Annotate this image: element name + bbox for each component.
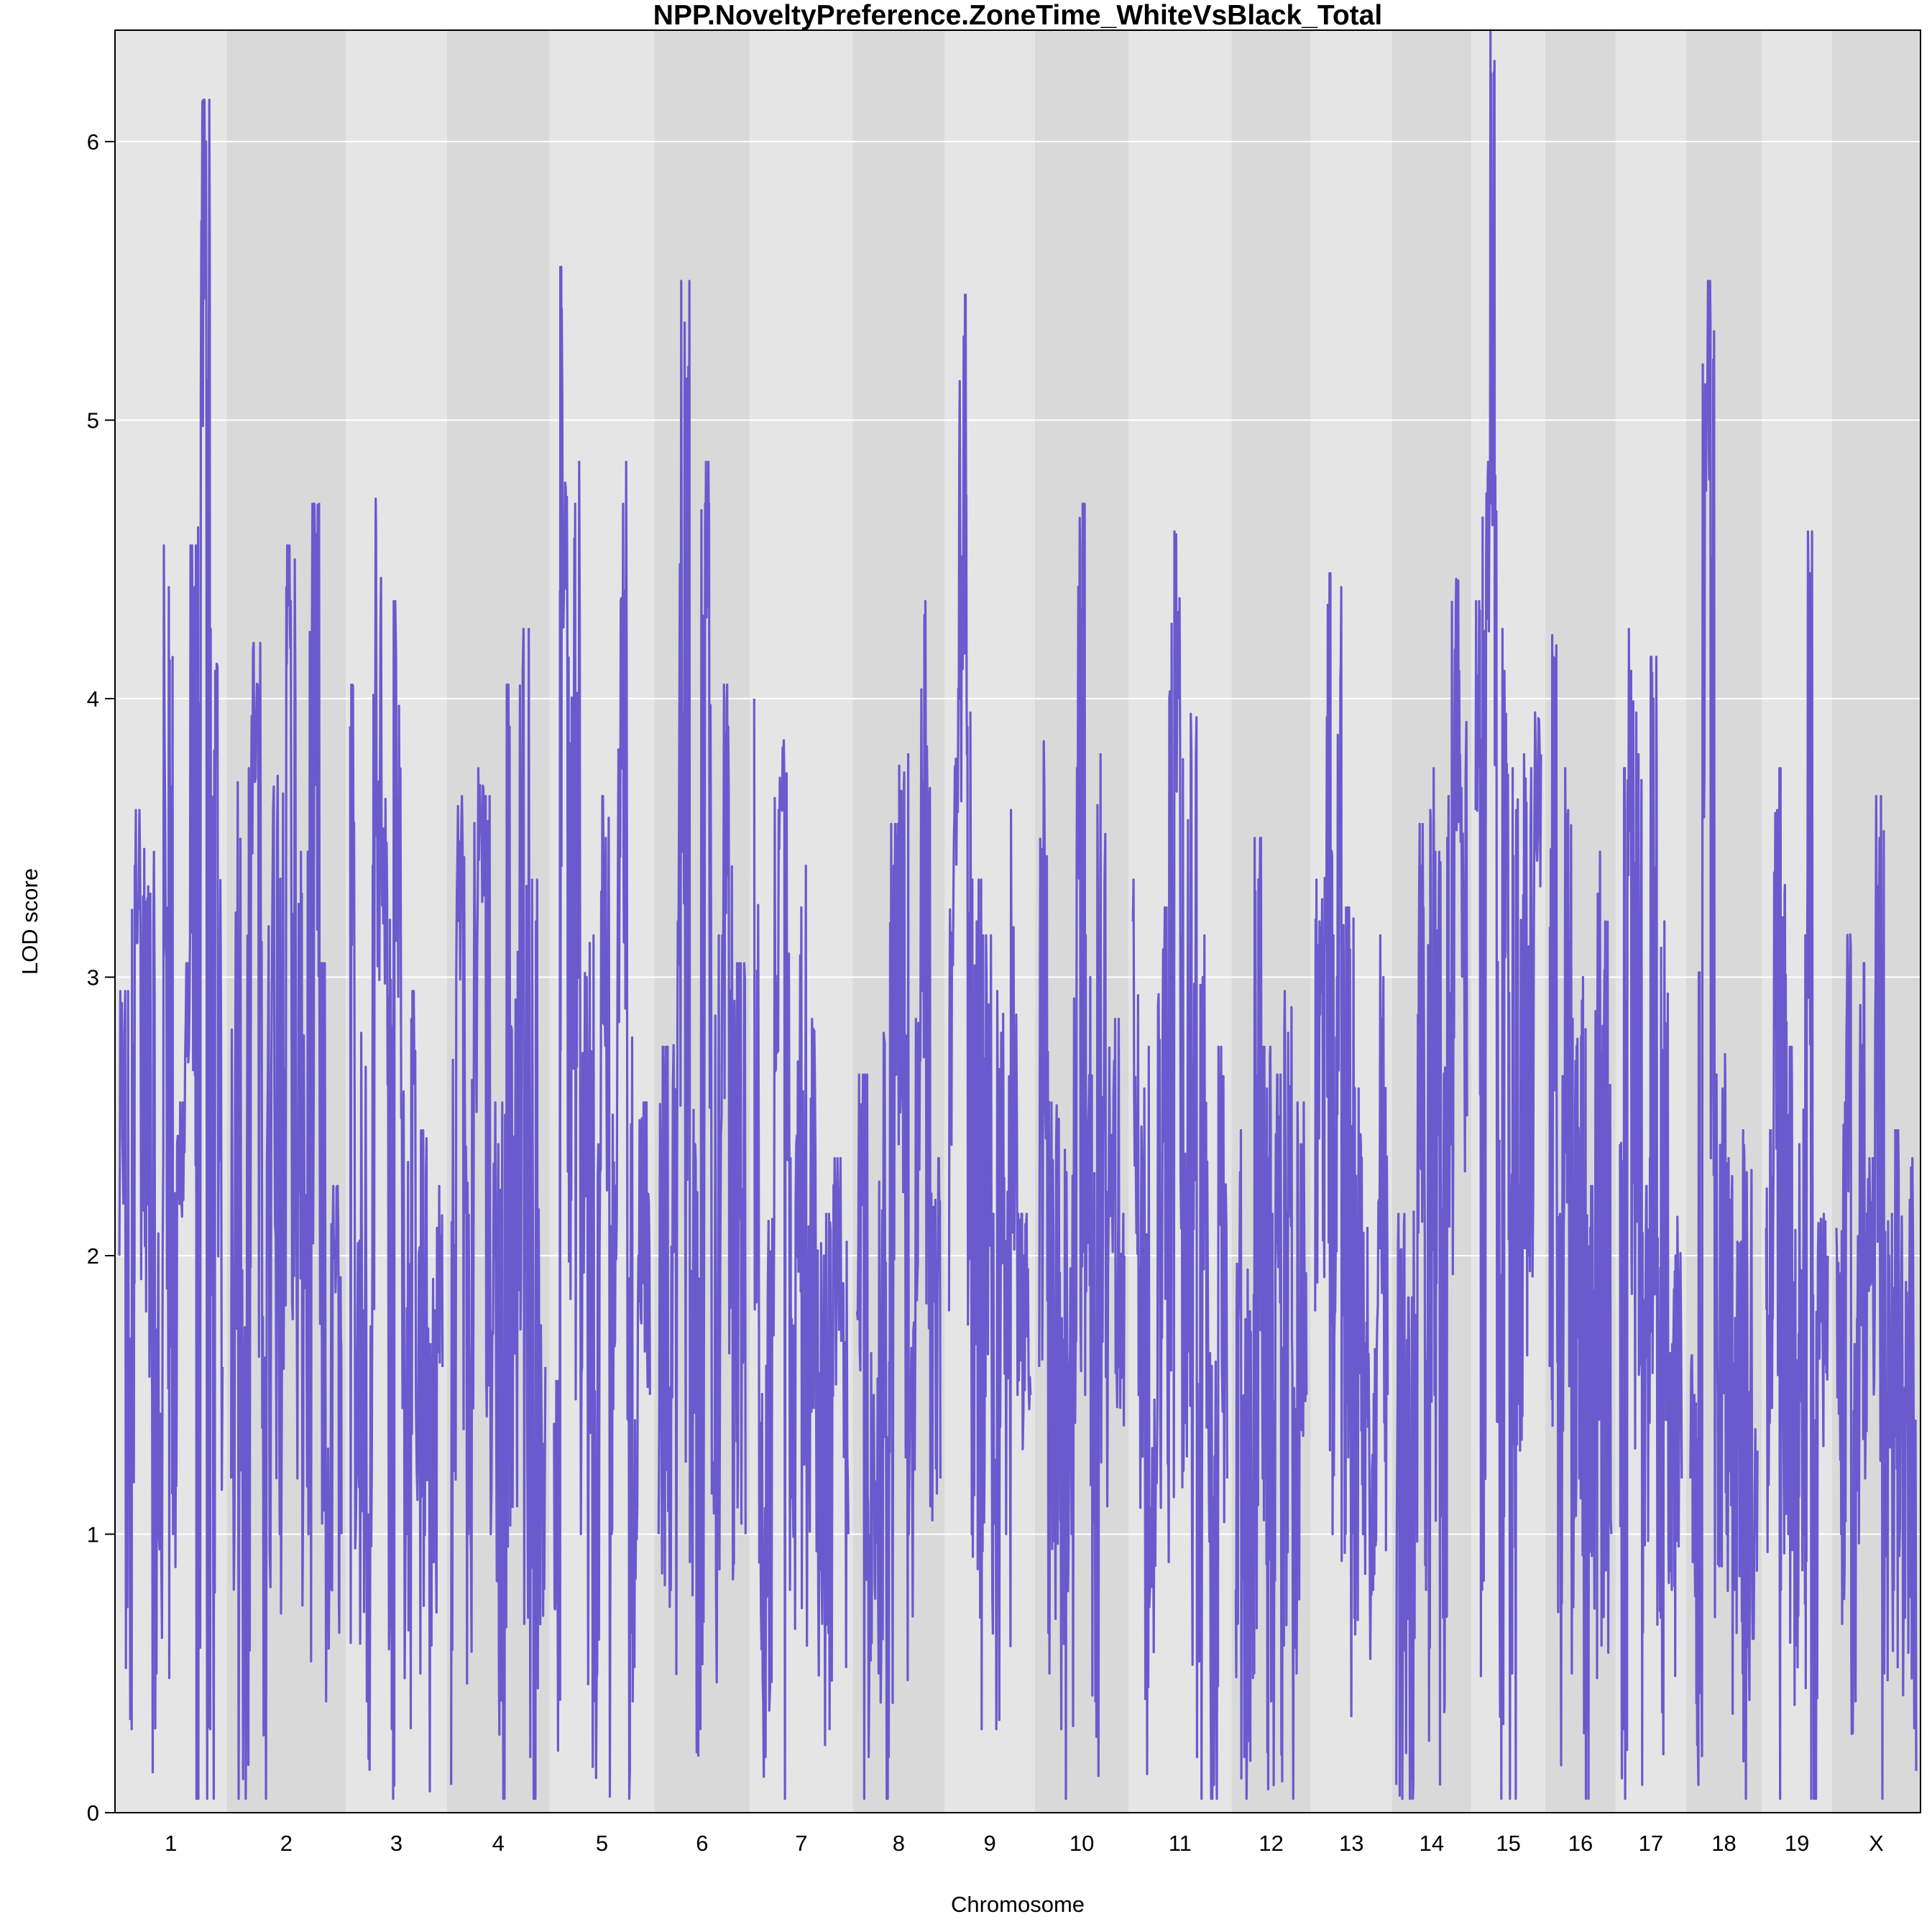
y-tick-label-3: 3 — [87, 965, 99, 990]
lod-line-chr-14 — [1395, 578, 1468, 1800]
x-tick-label-17: 17 — [1639, 1831, 1663, 1856]
x-tick-label-1: 1 — [165, 1831, 177, 1856]
x-tick-label-18: 18 — [1711, 1831, 1736, 1856]
plot-frame — [114, 29, 1921, 1813]
y-axis-ticks: 0 1 2 3 4 5 6 — [87, 129, 115, 1826]
lod-line-chr-13 — [1314, 572, 1389, 1718]
x-axis-ticks: 1 2 3 4 5 6 7 8 9 10 11 12 13 14 15 16 17 18 19 X — [165, 1831, 1884, 1856]
y-tick-label-5: 5 — [87, 408, 99, 433]
lod-line-chr-1 — [118, 98, 224, 1800]
y-tick-label-1: 1 — [87, 1522, 99, 1547]
band-chr-9 — [944, 30, 1035, 1813]
x-tick-label-10: 10 — [1070, 1831, 1094, 1856]
x-tick-label-4: 4 — [492, 1831, 505, 1856]
lod-line-chr-2 — [230, 502, 343, 1800]
x-tick-label-3: 3 — [390, 1831, 402, 1856]
lod-line-chr-7 — [753, 698, 850, 1800]
x-tick-label-2: 2 — [280, 1831, 293, 1856]
lod-line-chr-4 — [450, 627, 547, 1800]
lod-line-chr-6 — [657, 280, 747, 1757]
lod-line-chr-9 — [947, 293, 1032, 1731]
y-axis-label: LOD score — [17, 868, 42, 975]
y-tick-label-2: 2 — [87, 1243, 99, 1269]
x-tick-label-16: 16 — [1568, 1831, 1593, 1856]
x-tick-label-6: 6 — [696, 1831, 708, 1856]
x-tick-label-14: 14 — [1420, 1831, 1444, 1856]
x-tick-label-11: 11 — [1169, 1831, 1192, 1856]
x-tick-label-19: 19 — [1785, 1831, 1809, 1856]
x-tick-label-7: 7 — [795, 1831, 807, 1856]
lod-line-chr-8 — [855, 599, 942, 1800]
x-tick-label-9: 9 — [983, 1831, 995, 1856]
y-tick-label-6: 6 — [87, 129, 99, 155]
x-axis-label: Chromosome — [951, 1892, 1085, 1917]
lod-line-chr-3 — [349, 497, 444, 1800]
lod-line-chr-18 — [1689, 280, 1759, 1800]
lod-line-chr-5 — [553, 265, 651, 1800]
x-tick-label-13: 13 — [1339, 1831, 1363, 1856]
x-tick-label-8: 8 — [893, 1831, 905, 1856]
lod-line-chr-16 — [1548, 634, 1613, 1800]
x-tick-label-5: 5 — [596, 1831, 608, 1856]
x-tick-label-12: 12 — [1259, 1831, 1283, 1856]
y-tick-label-4: 4 — [87, 686, 99, 712]
lod-line-chr-17 — [1619, 627, 1683, 1800]
lod-series — [118, 29, 1918, 1800]
lod-line-chr-10 — [1038, 502, 1126, 1800]
x-tick-label-15: 15 — [1496, 1831, 1520, 1856]
lod-line-chr-19 — [1765, 530, 1829, 1800]
chart-title: NPP.NoveltyPreference.ZoneTime_WhiteVsBl… — [653, 0, 1382, 31]
lod-line-chr-X — [1835, 795, 1918, 1800]
y-tick-label-0: 0 — [87, 1800, 99, 1826]
lod-line-chr-12 — [1234, 837, 1308, 1800]
lod-line-chr-15 — [1474, 29, 1542, 1800]
lod-line-chr-11 — [1131, 530, 1228, 1800]
x-tick-label-X: X — [1869, 1831, 1884, 1856]
